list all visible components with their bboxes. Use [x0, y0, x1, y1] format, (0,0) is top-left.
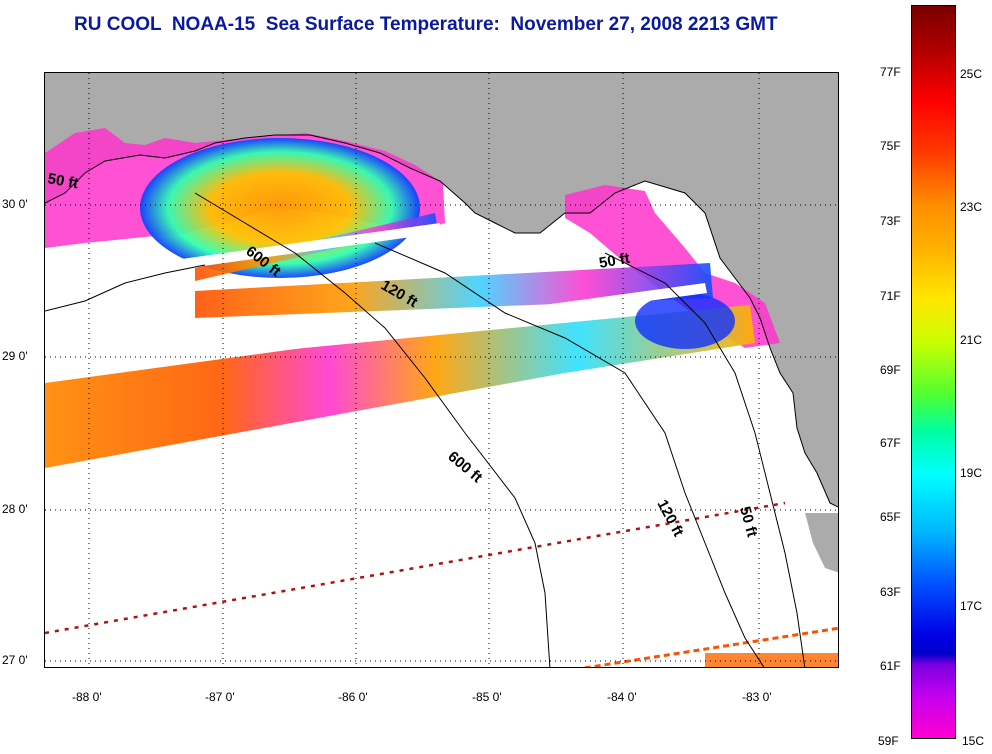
swath-patch: [705, 653, 838, 667]
island: [805, 513, 838, 573]
cloud-gap-1: [45, 223, 440, 288]
colorbar-fahrenheit-label: 75F: [880, 139, 901, 153]
colorbar-fahrenheit-label: 69F: [880, 363, 901, 377]
contour-600ft: [194, 192, 551, 667]
colorbar-celsius-label: 21C: [960, 333, 983, 347]
latitude-tick-label: 28 0': [2, 502, 28, 516]
colorbar-fahrenheit-label: 67F: [880, 436, 901, 450]
latitude-tick-label: 30 0': [2, 197, 28, 211]
map-title: RU COOL NOAA-15 Sea Surface Temperature:…: [74, 14, 778, 35]
cloud-gap-2: [45, 283, 707, 383]
contour-50ft-west: [45, 264, 206, 312]
longitude-tick-label: -85 0': [472, 690, 502, 704]
colorbar-celsius-label: 17C: [960, 599, 983, 613]
sst-map: 50 ft 600 ft 120 ft 50 ft 600 ft 120 ft …: [44, 72, 839, 668]
temperature-colorbar: [911, 5, 956, 739]
depth-label: 50 ft: [46, 170, 79, 192]
colorbar-fahrenheit-label: 65F: [880, 510, 901, 524]
swath-line-2: [580, 626, 838, 667]
colorbar-celsius-label: 15C: [962, 734, 985, 748]
land-mass: [45, 73, 838, 507]
coastline: [45, 134, 838, 508]
longitude-tick-label: -87 0': [205, 690, 235, 704]
latitude-tick-label: 27 0': [2, 653, 28, 667]
depth-label: 50 ft: [598, 250, 631, 272]
colorbar-fahrenheit-label: 59F: [878, 734, 899, 748]
colorbar-celsius-label: 23C: [960, 200, 983, 214]
colorbar-celsius-label: 25C: [960, 67, 983, 81]
longitude-tick-label: -88 0': [72, 690, 102, 704]
longitude-tick-label: -83 0': [742, 690, 772, 704]
colorbar-celsius-label: 19C: [960, 466, 983, 480]
contour-120ft: [374, 242, 765, 667]
colorbar-fahrenheit-label: 71F: [880, 289, 901, 303]
longitude-tick-label: -84 0': [607, 690, 637, 704]
contour-50ft-east: [604, 252, 806, 667]
cold-pool: [635, 293, 735, 349]
colorbar-fahrenheit-label: 77F: [880, 65, 901, 79]
colorbar-fahrenheit-label: 63F: [880, 585, 901, 599]
colorbar-fahrenheit-label: 61F: [880, 659, 901, 673]
latitude-tick-label: 29 0': [2, 349, 28, 363]
colorbar-fahrenheit-label: 73F: [880, 214, 901, 228]
satellite-swath-upper-2: [195, 263, 713, 318]
longitude-tick-label: -86 0': [338, 690, 368, 704]
